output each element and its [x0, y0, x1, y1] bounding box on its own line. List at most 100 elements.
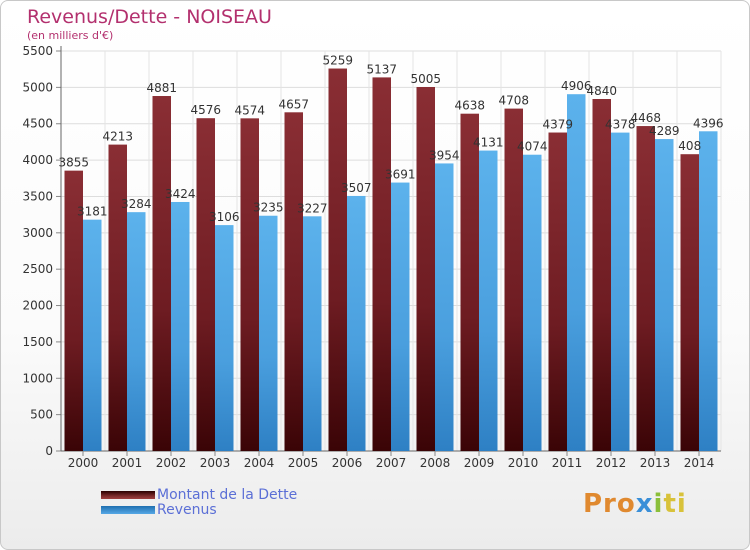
- y-tick-label: 500: [30, 408, 53, 422]
- legend-swatch-revenue: [101, 506, 155, 514]
- bar-revenue: [699, 131, 718, 452]
- bar-debt: [680, 154, 699, 451]
- data-label-debt: 408: [678, 139, 701, 153]
- data-label-revenue: 3181: [77, 205, 108, 219]
- data-label-revenue: 3284: [121, 197, 152, 211]
- data-label-debt: 5005: [410, 72, 441, 86]
- bar-revenue: [127, 212, 146, 451]
- bar-debt: [196, 118, 215, 451]
- data-label-revenue: 4131: [473, 136, 504, 150]
- data-label-debt: 4708: [498, 94, 529, 108]
- bar-debt: [328, 68, 347, 451]
- bar-debt: [592, 99, 611, 451]
- data-label-revenue: 3691: [385, 168, 416, 182]
- data-label-revenue: 3507: [341, 181, 372, 195]
- x-tick-label: 2003: [200, 456, 231, 470]
- legend-label-revenue: Revenus: [157, 502, 217, 518]
- y-tick-label: 3000: [22, 226, 53, 240]
- data-label-revenue: 4289: [649, 124, 680, 138]
- x-tick-label: 2012: [596, 456, 627, 470]
- bar-revenue: [83, 219, 102, 451]
- y-tick-label: 2500: [22, 262, 53, 276]
- data-label-revenue: 3106: [209, 210, 240, 224]
- bar-debt: [504, 108, 523, 451]
- x-tick-label: 2002: [156, 456, 187, 470]
- x-tick-label: 2010: [508, 456, 539, 470]
- bar-revenue: [391, 182, 410, 451]
- logo-part-3: i: [653, 489, 664, 519]
- y-tick-label: 0: [45, 444, 53, 458]
- bar-debt: [284, 112, 303, 452]
- bar-debt: [64, 170, 83, 452]
- x-tick-label: 2004: [244, 456, 275, 470]
- data-label-revenue: 3235: [253, 201, 284, 215]
- bar-revenue: [435, 163, 454, 451]
- chart-title: Revenus/Dette - NOISEAU: [27, 6, 272, 28]
- y-tick-label: 4500: [22, 117, 53, 131]
- data-label-debt: 4213: [102, 130, 133, 144]
- data-label-debt: 4657: [278, 97, 309, 111]
- bar-debt: [460, 113, 479, 451]
- logo-part-4: ti: [663, 489, 687, 519]
- y-tick-label: 5000: [22, 80, 53, 94]
- x-tick-label: 2001: [112, 456, 143, 470]
- data-label-debt: 5137: [366, 62, 397, 76]
- bar-revenue: [347, 195, 366, 451]
- bar-debt: [416, 87, 435, 451]
- y-tick-label: 4000: [22, 153, 53, 167]
- data-label-debt: 4840: [586, 84, 617, 98]
- bar-debt: [372, 77, 391, 452]
- data-label-revenue: 3954: [429, 148, 460, 162]
- data-label-debt: 4574: [234, 103, 265, 117]
- bar-debt: [636, 126, 655, 452]
- bar-revenue: [567, 94, 586, 451]
- legend-label-debt: Montant de la Dette: [157, 487, 298, 503]
- data-label-debt: 3855: [58, 156, 89, 170]
- bar-revenue: [611, 132, 630, 451]
- legend-swatch-debt: [101, 491, 155, 499]
- bar-revenue: [655, 139, 674, 451]
- data-label-debt: 4881: [146, 81, 177, 95]
- bar-revenue: [479, 150, 498, 451]
- x-tick-label: 2009: [464, 456, 495, 470]
- bar-debt: [108, 144, 127, 451]
- bar-revenue: [303, 216, 322, 451]
- data-label-debt: 4468: [630, 111, 661, 125]
- bar-revenue: [259, 215, 278, 451]
- data-label-debt: 5259: [322, 54, 353, 68]
- y-tick-label: 1000: [22, 371, 53, 385]
- x-tick-label: 2007: [376, 456, 407, 470]
- y-tick-label: 3500: [22, 189, 53, 203]
- data-label-revenue: 4396: [693, 116, 724, 130]
- logo-part-2: x: [635, 489, 654, 519]
- logo-part-1: Pro: [583, 489, 636, 519]
- chart-subtitle: (en milliers d'€): [27, 29, 114, 42]
- y-tick-label: 1500: [22, 335, 53, 349]
- bar-revenue: [171, 201, 190, 451]
- bar-revenue: [523, 154, 542, 451]
- proxiti-logo: Proxiti: [583, 489, 687, 519]
- data-label-revenue: 4378: [605, 118, 636, 132]
- data-label-revenue: 4074: [517, 140, 548, 154]
- bar-debt: [152, 96, 171, 451]
- y-tick-label: 5500: [22, 44, 53, 58]
- x-tick-label: 2006: [332, 456, 363, 470]
- data-label-debt: 4576: [190, 103, 221, 117]
- data-label-revenue: 3227: [297, 201, 328, 215]
- x-tick-label: 2013: [640, 456, 671, 470]
- data-label-revenue: 3424: [165, 187, 196, 201]
- x-tick-label: 2014: [684, 456, 715, 470]
- data-label-debt: 4379: [542, 118, 573, 132]
- x-tick-label: 2000: [68, 456, 99, 470]
- x-tick-label: 2005: [288, 456, 319, 470]
- y-tick-label: 2000: [22, 299, 53, 313]
- x-tick-label: 2011: [552, 456, 583, 470]
- bar-debt: [240, 118, 259, 451]
- data-label-debt: 4638: [454, 99, 485, 113]
- bar-debt: [548, 132, 567, 451]
- bar-revenue: [215, 225, 234, 451]
- x-tick-label: 2008: [420, 456, 451, 470]
- data-label-revenue: 4906: [561, 79, 592, 93]
